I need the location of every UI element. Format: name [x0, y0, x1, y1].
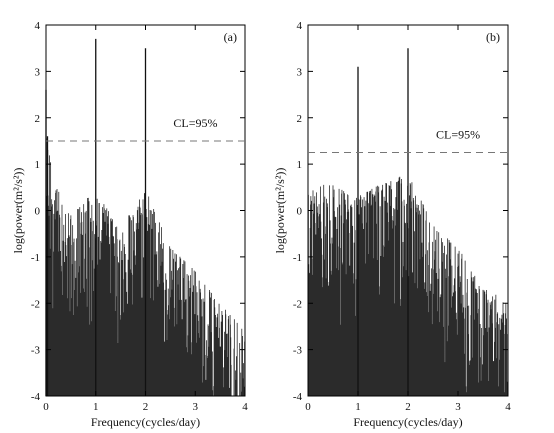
- y-tick-label: 1: [35, 159, 41, 171]
- confidence-label-b: CL=95%: [436, 128, 480, 142]
- y-tick-label: -3: [31, 345, 41, 357]
- x-axis-label-a: Frequency(cycles/day): [91, 415, 200, 429]
- y-tick-label: -2: [293, 298, 302, 310]
- y-tick-label: -3: [293, 345, 303, 357]
- panel-label-b: (b): [486, 30, 500, 44]
- y-tick-label: 0: [297, 206, 303, 218]
- y-tick-label: 2: [297, 113, 303, 125]
- axis-ticks-a: 0 1 2 3 4 -4 -3 -2 -1 0 1 2 3 4: [31, 20, 248, 413]
- panel-label-a: (a): [224, 30, 237, 44]
- confidence-label-a: CL=95%: [173, 116, 217, 130]
- spectrum-series-a: [45, 38, 246, 396]
- axis-ticks-b: 0 1 2 3 4 -4 -3 -2 -1 0 1 2 3 4: [293, 20, 511, 413]
- y-tick-label: 3: [35, 66, 41, 78]
- y-axis-label-b: log(power(m²/s²)): [273, 168, 287, 254]
- y-tick-label: 4: [297, 20, 303, 32]
- x-tick-label: 4: [242, 401, 248, 413]
- spectrum-series-b: [307, 48, 509, 396]
- y-tick-label: 0: [35, 206, 41, 218]
- y-tick-label: -4: [31, 391, 41, 403]
- y-tick-label: 1: [297, 159, 303, 171]
- x-tick-label: 3: [455, 401, 461, 413]
- y-tick-label: 3: [297, 66, 303, 78]
- x-tick-label: 2: [143, 401, 149, 413]
- y-tick-label: -2: [31, 298, 40, 310]
- x-tick-label: 2: [405, 401, 411, 413]
- y-tick-label: 2: [35, 113, 41, 125]
- y-axis-label-a: log(power(m²/s²)): [11, 168, 25, 254]
- y-tick-label: -1: [293, 252, 302, 264]
- x-tick-label: 0: [43, 401, 49, 413]
- y-tick-label: -4: [293, 391, 303, 403]
- x-tick-label: 0: [305, 401, 311, 413]
- panel-b: 0 1 2 3 4 -4 -3 -2 -1 0 1 2 3 4 CL=95% (b) Frequency(…: [273, 20, 511, 429]
- x-tick-label: 1: [93, 401, 99, 413]
- x-tick-label: 3: [193, 401, 199, 413]
- x-tick-label: 4: [505, 401, 511, 413]
- x-tick-label: 1: [355, 401, 361, 413]
- x-axis-label-b: Frequency(cycles/day): [353, 415, 462, 429]
- panel-a: 0 1 2 3 4 -4 -3 -2 -1 0 1 2 3 4 CL=95% (a) Frequency(…: [11, 20, 248, 429]
- y-tick-label: -1: [31, 252, 40, 264]
- y-tick-label: 4: [35, 20, 41, 32]
